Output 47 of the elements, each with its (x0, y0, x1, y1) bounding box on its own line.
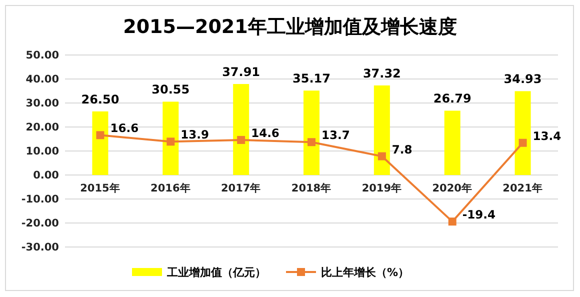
x-tick-label: 2019年 (362, 181, 402, 194)
data-label: 13.7 (322, 128, 350, 142)
y-tick-label: 30.00 (26, 97, 59, 110)
data-label: 14.6 (251, 126, 280, 140)
bar (304, 90, 320, 175)
data-label: 7.8 (392, 142, 412, 156)
point (378, 152, 386, 160)
data-label: 34.93 (504, 72, 542, 86)
x-tick-label: 2017年 (220, 181, 262, 194)
point (237, 136, 246, 144)
y-tick-label: -20.00 (21, 217, 59, 230)
data-label: 35.17 (292, 72, 330, 86)
bar (444, 110, 460, 175)
legend-label: 工业增加值（亿元） (166, 266, 266, 279)
x-tick-label: 2016年 (150, 181, 191, 194)
y-tick-label: 0.00 (33, 169, 59, 182)
y-tick-label: -30.00 (21, 241, 59, 254)
data-label: 37.32 (362, 66, 401, 80)
y-tick-label: 50.00 (26, 49, 59, 62)
data-label: 13.4 (532, 128, 562, 143)
point (518, 138, 527, 147)
point (96, 131, 104, 140)
chart-title: 2015—2021年工业增加值及增长速度 (123, 16, 457, 38)
data-label: 37.91 (222, 65, 260, 80)
data-label: 26.79 (433, 92, 472, 106)
y-tick-label: 20.00 (26, 121, 59, 134)
data-label: 26.50 (81, 92, 120, 106)
y-tick-label: 40.00 (26, 73, 59, 86)
bar (92, 111, 108, 175)
bar (374, 85, 390, 175)
data-label: 16.6 (110, 121, 139, 136)
data-label: 30.55 (152, 82, 190, 97)
bar (514, 91, 531, 175)
data-label: 13.9 (180, 128, 210, 142)
x-tick-label: 2018年 (291, 181, 332, 194)
y-tick-label: -10.00 (21, 193, 59, 206)
data-label: -19.4 (462, 208, 496, 222)
point (166, 138, 175, 146)
x-tick-label: 2015年 (80, 181, 120, 194)
point (308, 138, 316, 146)
point (448, 218, 456, 226)
bar (162, 102, 179, 175)
x-tick-label: 2020年 (432, 181, 472, 194)
bar (233, 84, 250, 175)
legend-label: 比上年增长（%） (321, 266, 410, 279)
x-tick-label: 2021年 (502, 181, 543, 194)
y-tick-label: 10.00 (26, 145, 59, 158)
